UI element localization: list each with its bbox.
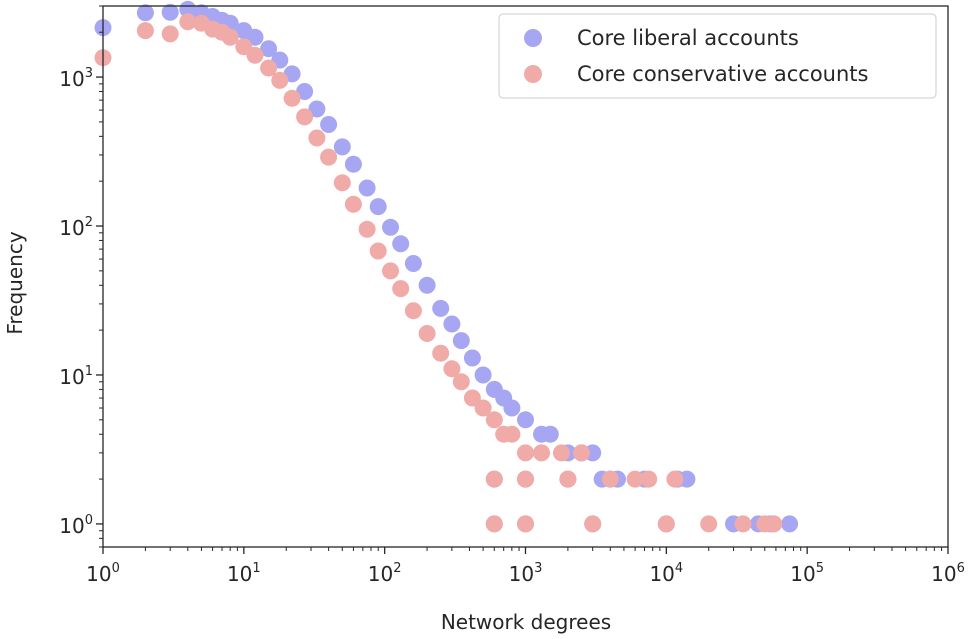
scatter-point (320, 148, 338, 166)
y-axis-label: Frequency (3, 231, 27, 334)
scatter-point (517, 470, 534, 488)
scatter-point (700, 515, 718, 533)
scatter-point (179, 0, 197, 18)
legend-marker-conservative (524, 65, 542, 83)
scatter-point (369, 242, 387, 260)
scatter-point (404, 255, 422, 272)
scatter-point (541, 425, 559, 443)
legend-box (498, 13, 937, 99)
scatter-point (573, 444, 590, 462)
scatter-point (485, 411, 503, 429)
scatter-point (221, 28, 239, 46)
scatter-point (584, 515, 602, 533)
scatter-point (626, 470, 644, 488)
scatter-point (271, 71, 289, 89)
scatter-point (283, 89, 301, 107)
scatter-point (308, 100, 326, 118)
points-layer (94, 0, 799, 533)
scatter-point (678, 470, 696, 488)
scatter-point (432, 344, 450, 362)
scatter-point (517, 411, 534, 429)
scatter-point (485, 515, 503, 533)
scatter-point (485, 470, 503, 488)
scatter-point (559, 470, 577, 488)
tick-label: 102 (368, 561, 402, 586)
tick-label: 101 (227, 561, 261, 586)
scatter-point (161, 3, 179, 21)
scatter-point (640, 470, 658, 488)
scatter-point (392, 235, 410, 253)
scatter-point (358, 220, 376, 238)
y-axis: 100 101 102 103 (59, 5, 103, 548)
tick-label: 100 (59, 513, 93, 538)
scatter-point (418, 325, 436, 342)
scatter-point (474, 366, 492, 384)
scatter-point (260, 40, 278, 58)
scatter-point (404, 302, 422, 320)
tick-label: 105 (790, 561, 824, 586)
scatter-point (553, 444, 570, 462)
scatter-point (503, 425, 521, 443)
x-axis-label: Network degrees (441, 610, 611, 634)
x-axis: 100 101 102 103 104 105 106 (86, 547, 965, 586)
scatter-point (474, 399, 492, 417)
scatter-point (136, 4, 154, 22)
scatter-point (136, 22, 154, 40)
tick-label: 103 (59, 66, 93, 91)
scatter-point (296, 83, 314, 100)
scatter-point (601, 470, 619, 488)
series-1 (94, 13, 783, 533)
scatter-point (344, 155, 362, 173)
legend-marker-liberal (524, 29, 542, 47)
tick-label: 103 (509, 561, 543, 586)
tick-label: 106 (931, 561, 965, 586)
scatter-point (333, 138, 351, 156)
legend-label-conservative: Core conservative accounts (577, 62, 868, 86)
scatter-point (369, 198, 387, 216)
scatter-point (246, 46, 264, 64)
scatter-point (358, 179, 376, 197)
scatter-point (503, 399, 521, 417)
tick-label: 102 (59, 215, 93, 240)
scatter-point (463, 389, 481, 407)
scatter-point (765, 515, 783, 533)
scatter-point (344, 195, 362, 213)
scatter-point (432, 299, 450, 317)
scatter-point (517, 515, 534, 533)
scatter-point (382, 218, 399, 236)
scatter-point (333, 174, 351, 192)
scatter-point (392, 280, 410, 298)
scatter-point (657, 515, 675, 533)
scatter-point (382, 262, 399, 280)
scatter-point (443, 360, 461, 378)
scatter-point (308, 129, 326, 147)
scatter-point (161, 25, 179, 43)
scatter-point (320, 116, 338, 133)
scatter-point (260, 59, 278, 77)
legend: Core liberal accounts Core conservative … (498, 13, 937, 99)
scatter-point (533, 444, 550, 462)
scatter-point (296, 108, 314, 126)
scatter-point (418, 276, 436, 294)
scatter-point (781, 515, 799, 533)
legend-label-liberal: Core liberal accounts (577, 26, 799, 50)
scatter-point (179, 13, 197, 31)
tick-label: 104 (649, 561, 683, 586)
scatter-point (463, 349, 481, 367)
tick-label: 101 (59, 364, 93, 389)
scatter-point (452, 332, 470, 350)
scatter-point (517, 444, 534, 462)
scatter-point (734, 515, 752, 533)
scatter-point (452, 373, 470, 391)
tick-label: 100 (86, 561, 120, 586)
scatter-point (666, 470, 684, 488)
scatter-point (443, 315, 461, 333)
scatter-point (246, 28, 264, 46)
